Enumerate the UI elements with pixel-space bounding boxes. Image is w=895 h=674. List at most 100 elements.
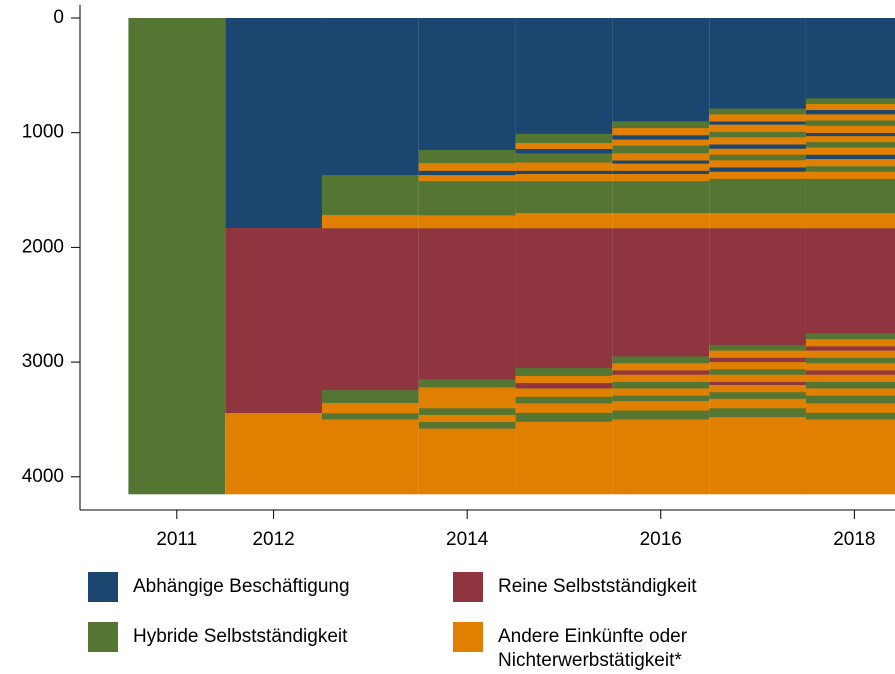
legend-swatch — [453, 622, 483, 652]
sequence-segment — [709, 368, 806, 376]
sequence-segment — [709, 407, 806, 418]
sequence-segment — [515, 396, 613, 404]
sequence-segment — [612, 388, 710, 396]
sequence-segment — [709, 171, 806, 179]
sequence-segment — [805, 98, 895, 105]
sequence-segment — [709, 114, 806, 122]
sequence-segment — [612, 139, 710, 146]
sequence-segment — [418, 387, 516, 409]
sequence-segment — [612, 153, 710, 161]
sequence-segment — [612, 370, 710, 376]
x-tick-label: 2012 — [252, 529, 294, 550]
sequence-segment — [612, 170, 710, 175]
sequence-segment — [709, 350, 806, 358]
sequence-segment — [515, 375, 613, 384]
sequence-segment — [805, 333, 895, 340]
legend-swatch — [88, 572, 118, 602]
legend-label: Reine Selbstständigkeit — [498, 576, 697, 597]
sequence-segment — [805, 159, 895, 167]
sequence-segment — [515, 170, 613, 175]
sequence-segment — [805, 132, 895, 137]
sequence-segment — [805, 212, 895, 229]
sequence-segment — [515, 421, 613, 495]
y-tick-label: 2000 — [22, 236, 64, 257]
sequence-segment — [709, 385, 806, 393]
sequence-segment — [515, 388, 613, 397]
sequence-segment — [515, 403, 613, 413]
sequence-segment — [805, 357, 895, 364]
sequence-segment — [321, 215, 419, 229]
sequence-segment — [128, 18, 226, 495]
sequence-segment — [612, 228, 710, 357]
sequence-segment — [612, 401, 710, 411]
sequence-segment — [805, 147, 895, 155]
sequence-segment — [612, 160, 710, 164]
sequence-segment — [612, 18, 710, 122]
sequence-segment — [515, 173, 613, 182]
legend-label: Hybride Selbstständigkeit — [133, 626, 348, 647]
sequence-segment — [805, 395, 895, 404]
sequence-segment — [321, 403, 419, 414]
sequence-segment — [805, 154, 895, 160]
sequence-segment — [321, 175, 419, 216]
x-tick-label: 2018 — [833, 529, 875, 550]
sequence-segment — [612, 419, 710, 495]
sequence-segment — [612, 134, 710, 140]
sequence-segment — [515, 228, 613, 369]
sequence-segment — [612, 410, 710, 420]
sequence-segment — [709, 160, 806, 168]
chart: 0 1000 2000 3000 4000 2011 2012 2014 2016 2018 — [22, 5, 895, 550]
sequence-segment — [418, 228, 516, 380]
sequence-segment — [709, 178, 806, 214]
x-tick-label: 2011 — [156, 529, 197, 550]
sequence-segment — [805, 114, 895, 121]
sequence-segment — [709, 417, 806, 495]
sequence-segment — [515, 212, 613, 229]
sequence-segment — [612, 374, 710, 382]
sequence-segment — [805, 363, 895, 371]
sequence-segment — [709, 381, 806, 386]
sequence-segment — [418, 215, 516, 229]
sequence-segment — [805, 18, 895, 99]
sequence-segment — [612, 145, 710, 154]
sequence-segment — [709, 108, 806, 115]
sequence-segment — [805, 419, 895, 495]
sequence-segment — [321, 18, 419, 176]
y-tick-label: 0 — [53, 7, 64, 28]
sequence-segment — [418, 149, 516, 164]
sequence-segment — [418, 163, 516, 171]
sequence-segment — [612, 395, 710, 402]
sequence-segment — [418, 175, 516, 182]
sequence-segment — [805, 125, 895, 133]
sequence-segment — [805, 136, 895, 143]
legend-item: Hybride Selbstständigkeit — [88, 622, 383, 652]
sequence-segment — [612, 180, 710, 214]
sequence-segment — [805, 171, 895, 179]
sequence-segment — [709, 344, 806, 351]
sequence-segment — [515, 18, 613, 135]
legend-label: Andere Einkünfte oder Nichterwerbstätigk… — [498, 626, 688, 671]
sequence-segment — [418, 180, 516, 216]
sequence-segment — [805, 178, 895, 214]
sequence-segment — [709, 144, 806, 150]
sequence-segment — [515, 180, 613, 214]
sequence-segment — [515, 148, 613, 154]
sequence-segment — [612, 356, 710, 364]
legend-swatch — [88, 622, 118, 652]
sequence-segment — [805, 120, 895, 127]
sequence-segment — [612, 173, 710, 182]
sequence-segment — [709, 362, 806, 370]
sequence-segment — [805, 165, 895, 172]
sequence-segment — [612, 212, 710, 229]
sequence-segment — [709, 154, 806, 161]
sequence-segment — [515, 367, 613, 377]
sequence-segment — [709, 131, 806, 138]
sequence-segment — [805, 346, 895, 351]
sequence-segment — [805, 109, 895, 115]
sequence-segment — [418, 170, 516, 176]
sequence-segment — [418, 414, 516, 423]
sequence-segment — [805, 381, 895, 389]
sequence-segment — [612, 381, 710, 389]
sequence-segment — [709, 228, 806, 346]
